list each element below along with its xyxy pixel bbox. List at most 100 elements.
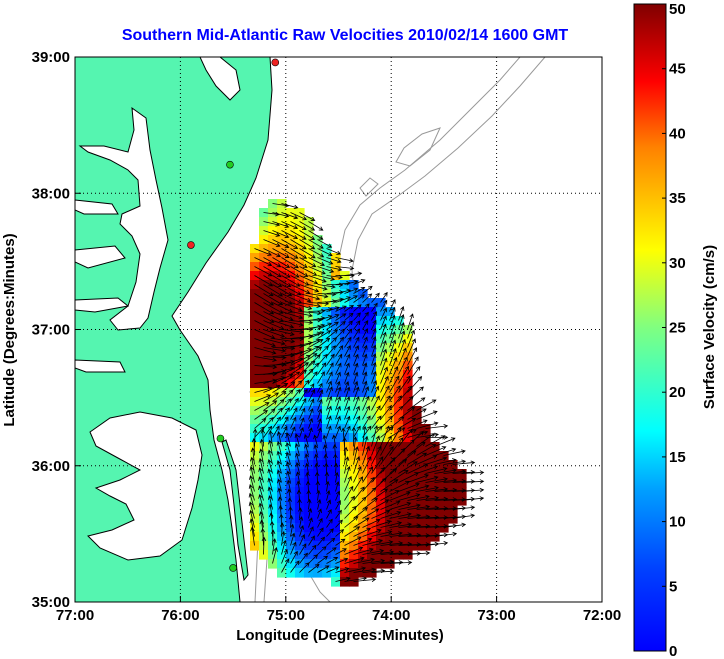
velocity-cell [340,541,350,551]
velocity-arrow [263,257,282,268]
velocity-arrow [308,427,313,438]
velocity-arrow [407,463,429,474]
velocity-arrow [353,476,364,492]
velocity-cell [277,568,287,578]
velocity-arrow [272,257,291,268]
velocity-cell [322,541,332,551]
velocity-arrow [254,293,274,306]
velocity-arrow [389,448,406,465]
velocity-arrow [281,320,304,327]
velocity-arrow [308,221,324,231]
velocity-arrow [326,508,332,519]
velocity-arrow [407,430,429,438]
velocity-arrow [344,381,350,393]
velocity-cell [376,388,386,398]
velocity-arrow [290,407,298,420]
velocity-arrow [398,513,422,519]
colorbar-tick-label: 45 [669,61,686,78]
velocity-arrow [295,462,300,474]
velocity-arrow [380,531,403,537]
velocity-arrow [416,433,435,447]
velocity-arrow [344,386,351,402]
velocity-cell [304,442,314,452]
velocity-arrow [380,479,399,492]
velocity-arrow [353,456,361,474]
velocity-cell [340,307,350,317]
velocity-arrow [461,479,485,484]
velocity-arrow [416,399,437,411]
velocity-arrow [380,425,390,447]
velocity-cell [358,316,368,326]
velocity-cell [295,370,305,380]
velocity-arrow [353,279,366,285]
velocity-cell [322,424,332,434]
velocity-arrow [324,471,330,483]
velocity-arrow [398,347,407,366]
velocity-cell [367,424,377,434]
velocity-arrow [371,425,379,447]
velocity-arrow [371,435,380,456]
velocity-arrow [416,454,438,465]
velocity-arrow [323,444,328,456]
velocity-cell [331,352,341,362]
velocity-cell [277,496,287,506]
velocity-cell [268,496,278,506]
velocity-arrow [272,266,291,278]
velocity-arrow [285,451,291,465]
velocity-arrow [290,248,308,259]
velocity-cell [394,460,404,470]
velocity-arrow [398,417,417,429]
velocity-cell [259,478,269,488]
velocity-cell [403,361,413,371]
velocity-cell [349,388,359,398]
velocity-arrow [269,520,275,537]
velocity-arrow [308,339,324,348]
velocity-cell [304,505,314,515]
velocity-arrow [371,519,392,528]
velocity-arrow [371,319,377,330]
velocity-arrow [362,548,385,555]
velocity-arrow [299,534,306,546]
velocity-arrow [335,345,344,357]
velocity-cell [322,361,332,371]
velocity-cell [349,397,359,407]
velocity-cell [250,541,260,551]
velocity-arrow [272,407,283,420]
velocity-arrow [362,320,369,330]
velocity-arrow [353,353,359,366]
velocity-arrow [371,540,394,546]
velocity-arrow [316,498,322,510]
velocity-cell [304,469,314,479]
velocity-cell [358,361,368,371]
velocity-arrow [277,487,282,501]
velocity-arrow [254,320,275,332]
velocity-cell [367,361,377,371]
velocity-cell [349,298,359,308]
velocity-cell [376,379,386,389]
velocity-cell [277,451,287,461]
x-axis: 77:00 76:00 75:00 74:00 73:00 72:00 [56,596,621,624]
velocity-arrow [326,371,333,384]
velocity-arrow [335,425,341,438]
velocity-arrow [281,371,301,384]
velocity-cell [259,433,269,443]
velocity-cell [358,343,368,353]
velocity-arrow [416,485,439,492]
velocity-arrow [254,284,274,297]
velocity-cell [349,478,359,488]
velocity-cell [331,514,341,524]
velocity-arrow [389,366,399,384]
velocity-cell [322,505,332,515]
velocity-arrow [306,489,311,501]
velocity-arrow [290,388,301,402]
velocity-arrow [344,271,363,276]
velocity-cell [385,307,395,317]
velocity-arrow [398,503,421,510]
velocity-cell [286,460,296,470]
velocity-cell [358,325,368,335]
velocity-arrow [307,498,312,510]
velocity-arrow [371,327,377,339]
velocity-arrow [308,517,313,528]
velocity-cell [322,415,332,425]
